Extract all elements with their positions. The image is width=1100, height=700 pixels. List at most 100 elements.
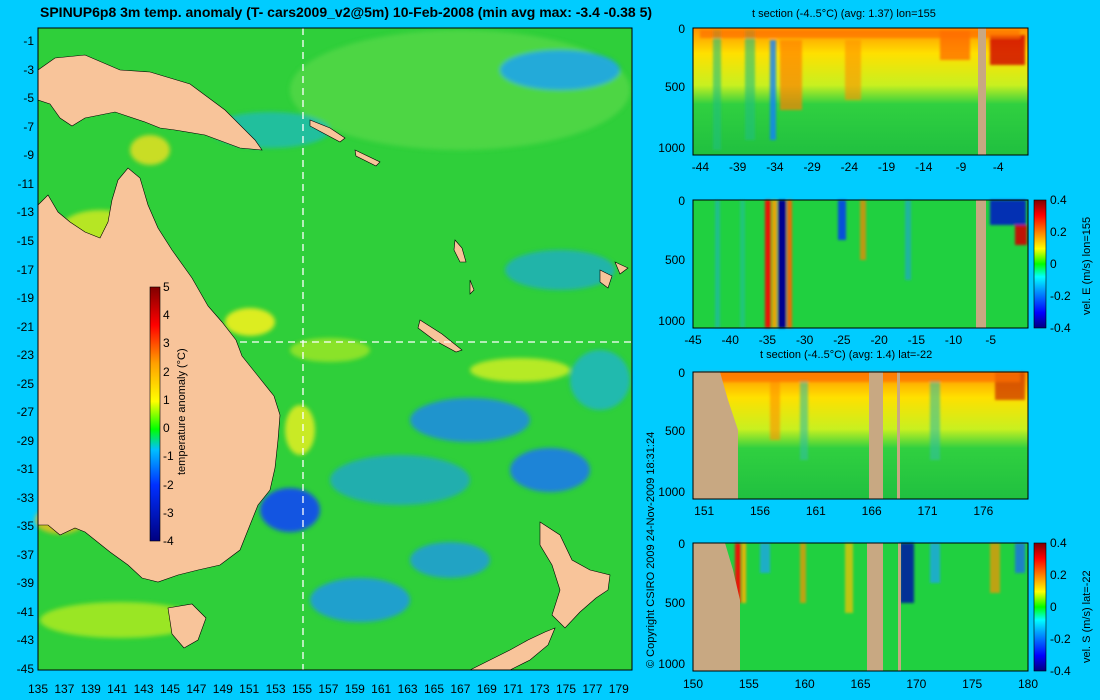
page-title: SPINUP6p8 3m temp. anomaly (T- cars2009_… [40, 4, 653, 20]
new-guinea [37, 54, 263, 151]
map-x-tick: 149 [212, 682, 233, 696]
tasmania [167, 603, 207, 649]
section-colorbar-tick: 0.4 [1050, 536, 1067, 550]
section-x-tick: 176 [973, 504, 994, 518]
section-y-tick: 1000 [658, 140, 685, 155]
section-colorbar-tick: 0 [1050, 600, 1057, 614]
cool-patch [410, 542, 490, 578]
cool-patch [500, 50, 620, 90]
section-y-tick: 500 [664, 252, 685, 267]
streak [760, 543, 770, 573]
map-y-tick: -31 [16, 462, 34, 477]
streak [778, 200, 786, 328]
colorbar-v [1033, 542, 1047, 672]
section-y-tick: 1000 [658, 484, 685, 499]
section-colorbar-tick: 0.4 [1050, 193, 1067, 207]
map-frame [37, 27, 633, 671]
section-x-tick: -4 [992, 160, 1004, 174]
cool-patch [570, 350, 630, 410]
section-x-tick: -40 [721, 333, 739, 347]
map-x-tick: 145 [159, 682, 181, 696]
section-panel-v-lat [692, 542, 1047, 672]
section-y-tick: 500 [664, 595, 685, 610]
cool-patch [330, 455, 470, 505]
section-streaks [735, 543, 1025, 613]
map-colorbar-tick: 3 [163, 336, 170, 351]
map-x-tick: 165 [423, 682, 445, 696]
section-x-tick: -25 [833, 333, 851, 347]
map-y-tick: -7 [23, 119, 34, 134]
land-wedge [693, 372, 738, 499]
map-x-tick: 143 [133, 682, 154, 696]
map-y-tick: -27 [16, 405, 34, 420]
new-caledonia [417, 319, 463, 353]
section-colorbar-tick: 0.2 [1050, 568, 1067, 582]
cool-patch [410, 398, 530, 442]
streak [990, 543, 1000, 593]
map-colorbar-tick: 5 [163, 280, 170, 294]
map-colorbar-tick: -3 [163, 505, 174, 520]
section-y-tick: 0 [678, 22, 685, 36]
land-bar [897, 372, 900, 499]
section-x-tick: -5 [985, 333, 997, 347]
copyright-note: © Copyright CSIRO 2009 24-Nov-2009 18:31… [645, 431, 657, 668]
section-y-tick: 0 [678, 537, 685, 551]
section-y-tick: 500 [664, 80, 685, 95]
panel-frame [692, 371, 1029, 500]
land-bar [978, 28, 986, 155]
fiji [599, 261, 629, 289]
map-x-tick: 175 [555, 682, 577, 696]
map-x-tick: 167 [450, 682, 471, 696]
streak [770, 40, 776, 140]
map-y-tick: -21 [16, 319, 34, 334]
panel-frame [692, 542, 1029, 672]
section-x-tick: 170 [906, 677, 927, 691]
warm-patch [470, 358, 570, 382]
map-x-tick: 141 [107, 682, 128, 696]
panel-title-t-lon: t section (-4..5°C) (avg: 1.37) lon=155 [752, 8, 936, 20]
warm-patch [290, 30, 630, 150]
section-x-tick: 156 [749, 504, 771, 518]
map-x-tick: 179 [608, 682, 629, 696]
map-y-tick: -3 [23, 62, 34, 77]
section-x-tick: -39 [728, 160, 747, 174]
map-x-tick: 173 [529, 682, 550, 696]
map-x-tick: 159 [344, 682, 365, 696]
streak [780, 40, 802, 110]
map-colorbar-tick: -1 [163, 449, 174, 464]
land-bar [869, 372, 883, 499]
section-x-tick: -34 [766, 160, 784, 174]
streak [990, 35, 1025, 65]
streak [930, 380, 940, 460]
streak [990, 200, 1026, 225]
solomon-islands [309, 119, 381, 167]
panel-frame [692, 199, 1029, 329]
cool-patch [260, 488, 320, 532]
section-x-tick: 150 [682, 677, 704, 691]
land-bar [898, 543, 901, 671]
colorbar-u [1033, 199, 1047, 329]
section-x-tick: -9 [955, 160, 967, 174]
streak [905, 200, 911, 280]
land-bar [867, 543, 883, 671]
map-y-tick: -13 [16, 205, 34, 220]
map-y-tick: -33 [16, 490, 34, 505]
map-y-tick: -25 [16, 376, 34, 391]
streak [745, 30, 755, 140]
map-colorbar-tick: 2 [163, 364, 170, 379]
section-y-tick: 500 [664, 424, 685, 439]
map-y-tick: -19 [16, 291, 34, 306]
section-y-tick: 1000 [658, 656, 685, 671]
section-field [693, 372, 1028, 499]
colorbar-v-label: vel. S (m/s) lat=-22 [1081, 570, 1093, 663]
map-colorbar [149, 286, 161, 542]
streak [772, 200, 777, 328]
section-x-tick: -10 [944, 333, 963, 347]
map-x-tick: 139 [80, 682, 101, 696]
streak [715, 200, 720, 328]
section-colorbar-tick: -0.2 [1050, 632, 1071, 646]
section-x-tick: -29 [803, 160, 821, 174]
streak [845, 543, 853, 613]
map-y-tick: -17 [16, 262, 34, 277]
